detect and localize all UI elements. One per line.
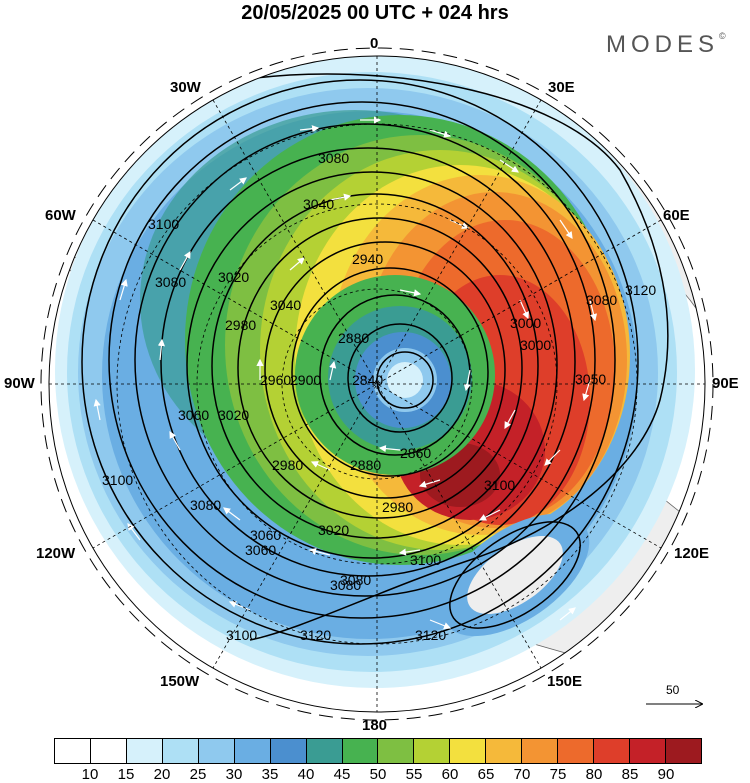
colorbar-tick-label: 75 <box>549 766 567 783</box>
colorbar-tick-label: 45 <box>333 766 351 783</box>
contour-label: 3080 <box>318 150 349 166</box>
forecast-title: 20/05/2025 00 UTC + 024 hrs <box>241 2 509 24</box>
contour-label: 2840 <box>352 372 383 388</box>
colorbar-tick-label: 60 <box>441 766 459 783</box>
colorbar-swatch <box>378 739 415 763</box>
lon-label-120w: 120W <box>36 545 76 562</box>
lon-label-60w: 60W <box>45 207 76 224</box>
lon-label-0: 0 <box>370 35 379 52</box>
colorbar-swatch <box>486 739 523 763</box>
brand-logo: MODES© <box>606 31 726 59</box>
colorbar-swatch <box>234 739 271 763</box>
colorbar-tick-label: 20 <box>153 766 171 783</box>
contour-label: 2900 <box>290 372 321 388</box>
contour-label: 2980 <box>225 317 256 333</box>
wind-speed-field <box>49 56 705 712</box>
colorbar-tick-label: 40 <box>297 766 315 783</box>
colorbar-swatch <box>450 739 487 763</box>
colorbar-swatch <box>342 739 379 763</box>
contour-label: 2860 <box>400 445 431 461</box>
vector-scale-arrow <box>646 684 706 714</box>
colorbar-tick-label: 50 <box>369 766 387 783</box>
contour-label: 3020 <box>218 407 249 423</box>
lon-label-90e: 90E <box>712 375 739 392</box>
lon-label-90w: 90W <box>4 375 35 392</box>
contour-label: 3080 <box>155 274 186 290</box>
colorbar-swatch <box>522 739 559 763</box>
contour-label: 3100 <box>102 472 133 488</box>
colorbar-tick-label: 35 <box>261 766 279 783</box>
contour-label: 3080 <box>330 577 361 593</box>
contour-label: 3080 <box>190 497 221 513</box>
brand-name: MODES <box>606 31 720 58</box>
contour-label: 2980 <box>382 499 413 515</box>
colorbar-swatch <box>665 739 701 763</box>
contour-label: 3050 <box>575 371 606 387</box>
contour-label: 2960 <box>260 372 291 388</box>
contour-label: 3100 <box>484 477 515 493</box>
colorbar-swatch <box>414 739 451 763</box>
contour-label: 3080 <box>586 292 617 308</box>
lon-label-60e: 60E <box>663 207 690 224</box>
colorbar-tick-label: 90 <box>657 766 675 783</box>
colorbar-tick-label: 25 <box>189 766 207 783</box>
outer-ring-ticks <box>40 47 714 721</box>
colorbar-tick-label: 70 <box>513 766 531 783</box>
colorbar <box>54 738 702 764</box>
lon-label-120e: 120E <box>674 545 710 562</box>
contour-label: 3100 <box>410 552 441 568</box>
contour-label: 3060 <box>245 542 276 558</box>
contour-label: 3040 <box>303 196 334 212</box>
colorbar-tick-label: 10 <box>81 766 99 783</box>
colorbar-swatch <box>594 739 630 763</box>
contour-label: 3080 <box>340 572 371 588</box>
contour-label: 2880 <box>350 457 381 473</box>
contour-label: 3120 <box>300 627 331 643</box>
wind-vectors <box>93 116 598 630</box>
contour-labels: 3080 3040 2940 3100 3020 3080 2980 3000 3080 3040… <box>102 150 656 643</box>
contour-label: 3040 <box>270 297 301 313</box>
lon-label-180: 180 <box>362 717 388 734</box>
contour-label: 2880 <box>338 330 369 346</box>
contour-label: 3000 <box>520 337 551 353</box>
lon-label-150w: 150W <box>160 673 200 690</box>
contour-label: 3100 <box>148 216 179 232</box>
colorbar-swatch <box>126 739 163 763</box>
colorbar-tick-label: 65 <box>477 766 495 783</box>
contour-label: 3120 <box>415 627 446 643</box>
graticule <box>49 56 705 712</box>
colorbar-swatch <box>198 739 235 763</box>
contour-label: 3060 <box>250 527 281 543</box>
colorbar-swatch <box>162 739 199 763</box>
contour-label: 3020 <box>318 522 349 538</box>
colorbar-tick-label: 30 <box>225 766 243 783</box>
colorbar-swatch <box>558 739 595 763</box>
colorbar-swatch <box>306 739 343 763</box>
colorbar-tick-label: 80 <box>585 766 603 783</box>
lon-label-150e: 150E <box>547 673 583 690</box>
contour-label: 3060 <box>178 407 209 423</box>
contour-label: 3000 <box>510 315 541 331</box>
lon-label-30w: 30W <box>170 79 201 96</box>
brand-copyright: © <box>719 31 726 41</box>
map-border <box>48 55 706 713</box>
contour-label: 3100 <box>226 627 257 643</box>
vector-scale-label: 50 <box>666 683 680 697</box>
colorbar-swatch <box>630 739 666 763</box>
colorbar-swatch <box>270 739 307 763</box>
contour-label: 2980 <box>272 457 303 473</box>
colorbar-swatch <box>90 739 127 763</box>
lon-label-30e: 30E <box>548 79 575 96</box>
colorbar-swatch <box>55 739 91 763</box>
colorbar-tick-label: 85 <box>621 766 639 783</box>
contour-label: 3120 <box>625 282 656 298</box>
colorbar-tick-label: 15 <box>117 766 135 783</box>
contour-label: 3020 <box>218 269 249 285</box>
colorbar-tick-label: 55 <box>405 766 423 783</box>
contour-label: 2940 <box>352 251 383 267</box>
